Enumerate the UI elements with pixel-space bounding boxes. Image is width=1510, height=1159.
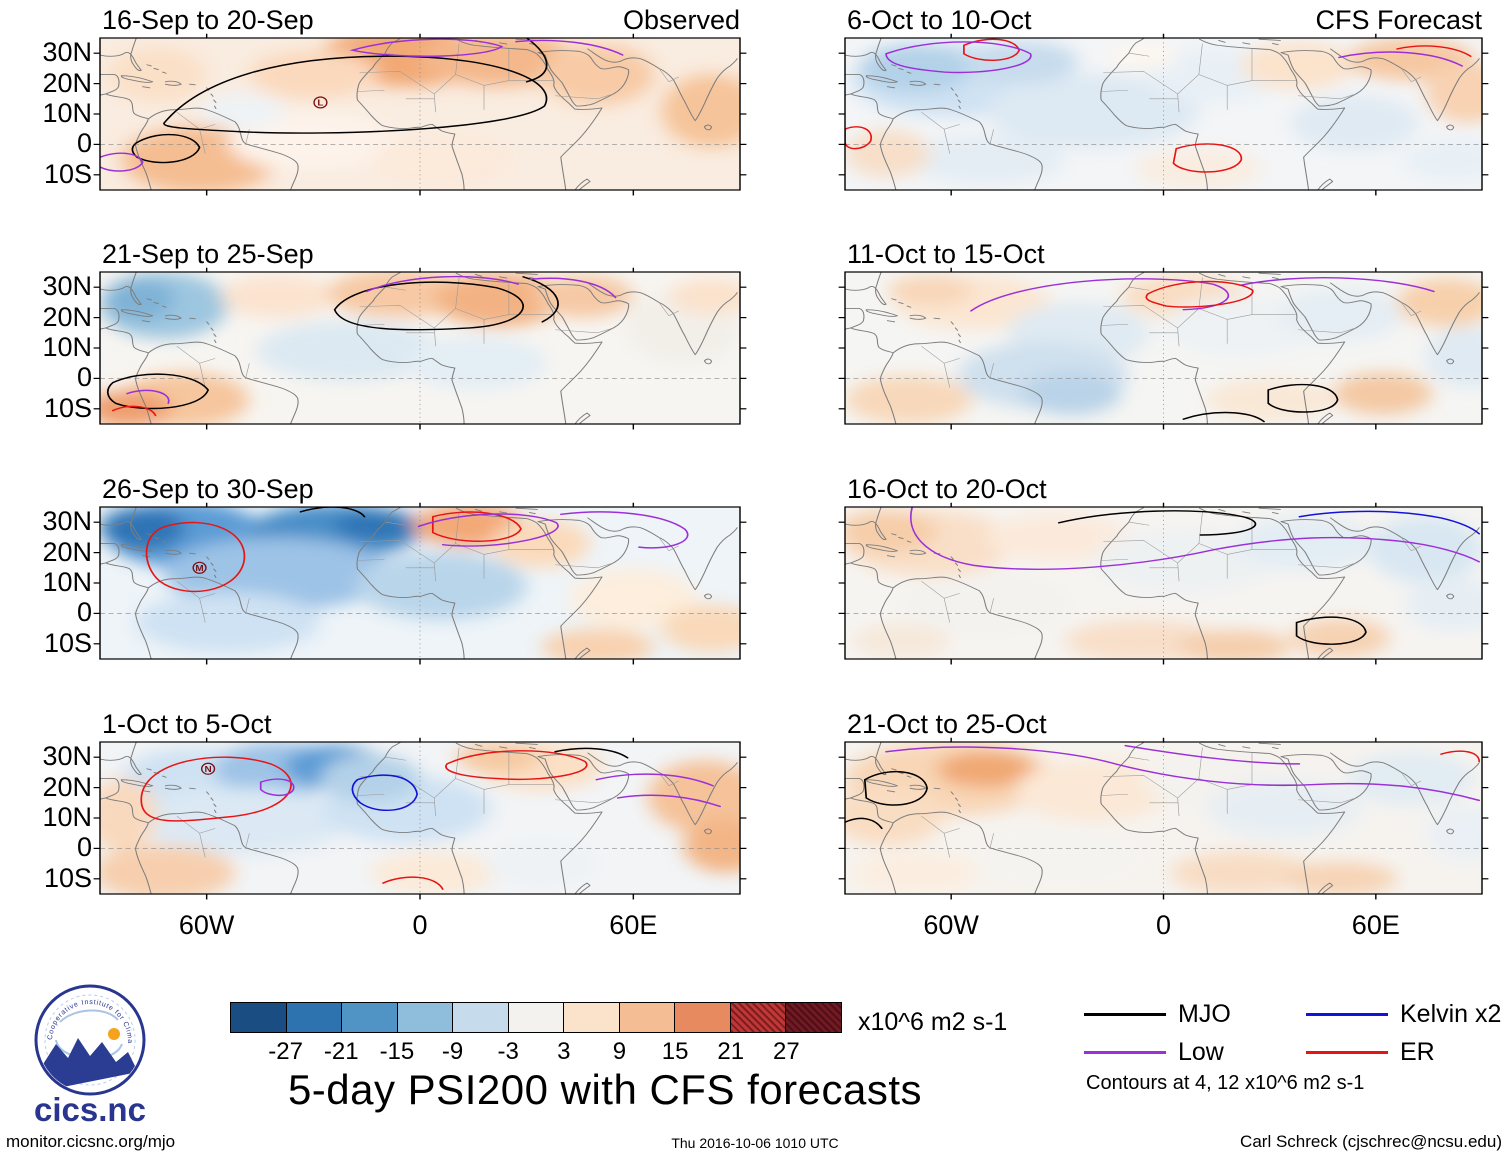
colorbar-tick-label: 27 bbox=[773, 1038, 800, 1065]
colorbar-tick-label: -15 bbox=[379, 1038, 415, 1065]
colorbar-cell bbox=[619, 1003, 676, 1032]
map-panel bbox=[838, 267, 1489, 430]
colorbar-tick-label: -21 bbox=[323, 1038, 359, 1065]
lon-tick-label: 0 bbox=[1155, 910, 1172, 940]
lon-tick-label: 60W bbox=[923, 910, 979, 940]
legend-line-sample bbox=[1306, 1050, 1388, 1055]
colorbar-tick-label: 15 bbox=[661, 1038, 689, 1065]
legend-note: Contours at 4, 12 x10^6 m2 s-1 bbox=[1086, 1072, 1365, 1094]
colorbar-cell bbox=[508, 1003, 565, 1032]
panel-title: 16-Oct to 20-Oct bbox=[847, 474, 1047, 504]
colorbar-tick-labels: -27 -21 -15 -9 -3 3 9 15 21 27 bbox=[230, 1038, 842, 1066]
colorbar-cell bbox=[453, 1003, 509, 1032]
map-panel bbox=[838, 737, 1489, 900]
panel-title: 1-Oct to 5-Oct bbox=[102, 709, 272, 739]
colorbar bbox=[230, 1002, 842, 1033]
lat-tick-label: 10S bbox=[43, 862, 92, 893]
legend-line-sample bbox=[1306, 1012, 1388, 1017]
lat-tick-label: 30N bbox=[42, 741, 92, 772]
map-panel: N bbox=[93, 737, 747, 900]
lat-tick-label: 20N bbox=[42, 67, 92, 98]
colorbar-tick-label: -3 bbox=[497, 1038, 519, 1065]
lat-tick-label: 10N bbox=[42, 332, 92, 362]
colorbar-cell bbox=[675, 1003, 731, 1032]
panel-title: 21-Sep to 25-Sep bbox=[102, 239, 314, 269]
logo-text: cics.nc bbox=[34, 1091, 146, 1128]
legend-entry: Low bbox=[1084, 1038, 1224, 1067]
colorbar-tick-label: 21 bbox=[717, 1038, 745, 1065]
logo-sun-icon bbox=[108, 1028, 120, 1040]
panel-title: 6-Oct to 10-Oct bbox=[847, 5, 1032, 35]
colorbar-cell bbox=[231, 1003, 287, 1032]
legend-label: Low bbox=[1178, 1038, 1224, 1066]
colorbar-tick-label: -27 bbox=[268, 1038, 303, 1065]
lat-tick-label: 0 bbox=[76, 362, 92, 393]
lon-tick-label: 0 bbox=[412, 910, 428, 940]
storm-marker: M bbox=[195, 563, 204, 572]
colorbar-cell bbox=[730, 1003, 787, 1032]
lon-tick-label: 60E bbox=[609, 910, 658, 940]
lat-tick-label: 0 bbox=[76, 832, 92, 863]
map-panel bbox=[838, 33, 1489, 196]
lat-tick-label: 30N bbox=[42, 506, 92, 537]
map-panel: M bbox=[93, 502, 747, 665]
figure-title: 5-day PSI200 with CFS forecasts bbox=[287, 1066, 923, 1113]
column-header-forecast: CFS Forecast bbox=[1315, 5, 1482, 35]
lat-tick-label: 20N bbox=[42, 536, 92, 567]
lat-tick-label: 10S bbox=[43, 392, 92, 423]
colorbar-cell bbox=[786, 1003, 842, 1032]
column-header-observed: Observed bbox=[622, 5, 740, 35]
lat-tick-label: 0 bbox=[76, 128, 92, 159]
legend-entry: Kelvin x2 bbox=[1306, 1000, 1501, 1029]
lat-tick-label: 10S bbox=[43, 158, 92, 189]
lon-tick-label: 60W bbox=[178, 910, 235, 940]
storm-marker: L bbox=[317, 98, 323, 107]
map-panel: L bbox=[93, 33, 747, 196]
legend-line-sample bbox=[1084, 1012, 1166, 1017]
map-panel bbox=[838, 502, 1489, 665]
legend: MJO Low Kelvin x2 ER bbox=[1080, 996, 1510, 1076]
footer-timestamp: Thu 2016-10-06 1010 UTC bbox=[671, 1135, 839, 1151]
colorbar-cell bbox=[286, 1003, 343, 1032]
legend-line-sample bbox=[1084, 1050, 1166, 1055]
colorbar-cell bbox=[397, 1003, 454, 1032]
panel-title: 11-Oct to 15-Oct bbox=[847, 239, 1045, 269]
legend-label: ER bbox=[1400, 1038, 1435, 1066]
legend-label: MJO bbox=[1178, 1000, 1231, 1028]
map-panel bbox=[93, 267, 747, 430]
legend-entry: ER bbox=[1306, 1038, 1435, 1067]
legend-entry: MJO bbox=[1084, 1000, 1231, 1029]
colorbar-cell bbox=[564, 1003, 620, 1032]
storm-marker: N bbox=[204, 764, 212, 773]
footer-author: Carl Schreck (cjschrec@ncsu.edu) bbox=[1240, 1132, 1502, 1151]
cicsnc-logo: Cooperative Institute for Climate and Sa… bbox=[12, 980, 146, 1128]
lat-tick-label: 30N bbox=[42, 37, 92, 68]
lat-tick-label: 10N bbox=[42, 98, 92, 128]
lat-tick-label: 10N bbox=[42, 567, 92, 597]
lat-tick-label: 30N bbox=[42, 271, 92, 302]
lat-tick-label: 10S bbox=[43, 627, 92, 658]
colorbar-tick-label: 9 bbox=[612, 1038, 627, 1065]
lat-tick-label: 20N bbox=[42, 301, 92, 332]
logo-mountains-icon bbox=[38, 1038, 138, 1092]
legend-label: Kelvin x2 bbox=[1400, 1000, 1502, 1028]
lat-tick-label: 10N bbox=[42, 802, 92, 832]
panel-title: 26-Sep to 30-Sep bbox=[102, 474, 314, 504]
colorbar-tick-label: -9 bbox=[441, 1038, 464, 1065]
lat-tick-label: 0 bbox=[76, 597, 92, 628]
panel-title: 21-Oct to 25-Oct bbox=[847, 709, 1047, 739]
lat-tick-label: 20N bbox=[42, 771, 92, 802]
colorbar-tick-label: 3 bbox=[557, 1038, 571, 1065]
colorbar-cell bbox=[342, 1003, 398, 1032]
panel-title: 16-Sep to 20-Sep bbox=[102, 5, 314, 35]
footer-url: monitor.cicsnc.org/mjo bbox=[6, 1132, 176, 1151]
colorbar-unit: x10^6 m2 s-1 bbox=[858, 1008, 1008, 1036]
lon-tick-label: 60E bbox=[1351, 910, 1400, 940]
